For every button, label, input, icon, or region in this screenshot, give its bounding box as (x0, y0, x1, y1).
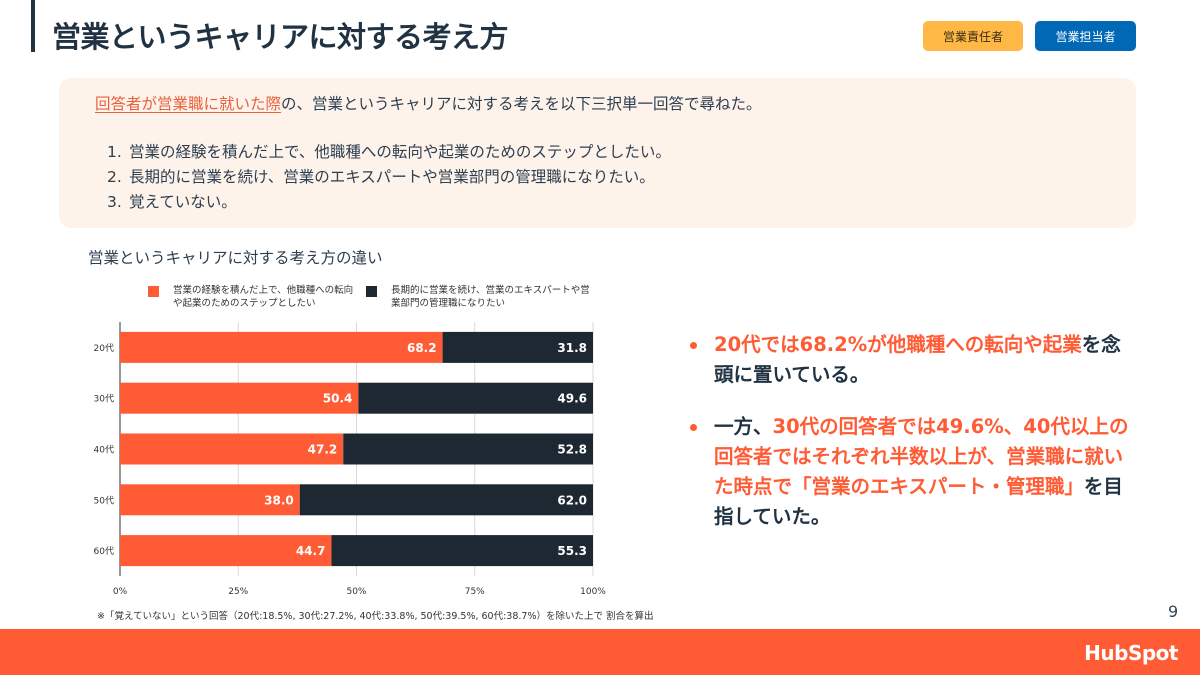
bar-segment (120, 382, 359, 414)
legend-item-expert: 長期的に営業を続け、営業のエキスパートや営業部門の管理職になりたい (366, 284, 596, 310)
data-label: 62.0 (557, 493, 587, 507)
option-number: 3. (107, 193, 122, 211)
tag-sales-manager: 営業責任者 (923, 21, 1023, 51)
y-tick-label: 20代 (94, 343, 114, 354)
answer-option: 1. 営業の経験を積んだ上で、他職種への転向や起業のためのステップとしたい。 (107, 140, 671, 165)
x-tick-label: 100% (580, 587, 606, 597)
bar-segment (442, 331, 593, 363)
data-label: 47.2 (308, 443, 338, 457)
insight-highlight: 20代では68.2%が他職種への転向や起業 (714, 333, 1082, 356)
y-tick-label: 60代 (94, 546, 114, 557)
bar-segment (120, 331, 443, 363)
bar-segment (120, 484, 300, 516)
legend-item-step: 営業の経験を積んだ上で、他職種への転向や起業のためのステップとしたい (148, 284, 358, 310)
footer-bar: HubSpot (0, 629, 1200, 675)
legend-label: 長期的に営業を続け、営業のエキスパートや営業部門の管理職になりたい (391, 285, 590, 309)
legend-swatch-navy (366, 286, 377, 297)
option-text: 営業の経験を積んだ上で、他職種への転向や起業のためのステップとしたい。 (129, 143, 671, 161)
data-label: 55.3 (557, 544, 587, 558)
data-label: 31.8 (557, 341, 587, 355)
data-label: 49.6 (557, 392, 587, 406)
x-tick-label: 75% (465, 587, 485, 597)
insight-text: を目指していた。 (714, 475, 1123, 528)
data-label: 52.8 (557, 443, 587, 457)
insights: 20代では68.2%が他職種への転向や起業を念頭に置いている。 一方、30代の回… (690, 330, 1130, 554)
option-number: 2. (107, 168, 122, 186)
bar-segment (299, 484, 593, 516)
stacked-bar-chart: 0% 25% 50% 75% 100% 20代 68.2 31.8 30代 50.4 49.6 40代… (94, 322, 606, 597)
question-text: 回答者が営業職に就いた際の、営業というキャリアに対する考えを以下三択単一回答で尋… (95, 92, 762, 114)
y-tick-label: 30代 (94, 394, 114, 405)
bullet-dot-icon (690, 342, 697, 349)
option-number: 1. (107, 143, 122, 161)
y-tick-label: 50代 (94, 495, 114, 506)
x-tick-label: 25% (228, 587, 248, 597)
bar-segment (120, 535, 332, 567)
data-label: 50.4 (323, 392, 353, 406)
hubspot-logo: HubSpot (1084, 641, 1178, 665)
bar-segment (343, 433, 593, 465)
legend-swatch-orange (148, 286, 159, 297)
title-accent-bar (31, 0, 35, 52)
y-tick-label: 40代 (94, 445, 114, 456)
question-box: 回答者が営業職に就いた際の、営業というキャリアに対する考えを以下三択単一回答で尋… (59, 78, 1136, 228)
bar-segment (358, 382, 593, 414)
answer-options: 1. 営業の経験を積んだ上で、他職種への転向や起業のためのステップとしたい。 2.… (107, 140, 671, 215)
data-label: 44.7 (296, 544, 326, 558)
answer-option: 3. 覚えていない。 (107, 190, 671, 215)
data-label: 68.2 (407, 341, 437, 355)
bullet-dot-icon (690, 424, 697, 431)
insight-1: 20代では68.2%が他職種への転向や起業を念頭に置いている。 (690, 330, 1130, 390)
page-title: 営業というキャリアに対する考え方 (52, 20, 509, 54)
insight-text: 一方、 (714, 415, 773, 438)
insight-text: を念頭に置いている。 (714, 333, 1121, 386)
bar-segment (120, 433, 344, 465)
chart-title: 営業というキャリアに対する考え方の違い (88, 249, 383, 267)
tag-sales-rep: 営業担当者 (1035, 21, 1136, 51)
option-text: 長期的に営業を続け、営業のエキスパートや営業部門の管理職になりたい。 (129, 168, 655, 186)
question-highlight: 回答者が営業職に就いた際 (95, 95, 282, 113)
x-tick-label: 50% (346, 587, 366, 597)
legend-label: 営業の経験を積んだ上で、他職種への転向や起業のためのステップとしたい (173, 285, 354, 309)
option-text: 覚えていない。 (129, 193, 237, 211)
bar-segment (331, 535, 593, 567)
insight-highlight: 30代の回答者では49.6%、40代以上の回答者ではそれぞれ半数以上が、営業職に… (714, 415, 1129, 498)
x-tick-label: 0% (113, 587, 128, 597)
question-rest: の、営業というキャリアに対する考えを以下三択単一回答で尋ねた。 (281, 95, 762, 113)
answer-option: 2. 長期的に営業を続け、営業のエキスパートや営業部門の管理職になりたい。 (107, 165, 671, 190)
chart-footnote: ※「覚えていない」という回答（20代:18.5%, 30代:27.2%, 40代… (97, 611, 654, 622)
data-label: 38.0 (264, 493, 294, 507)
page-number: 9 (1168, 602, 1179, 621)
insight-2: 一方、30代の回答者では49.6%、40代以上の回答者ではそれぞれ半数以上が、営… (690, 412, 1130, 532)
